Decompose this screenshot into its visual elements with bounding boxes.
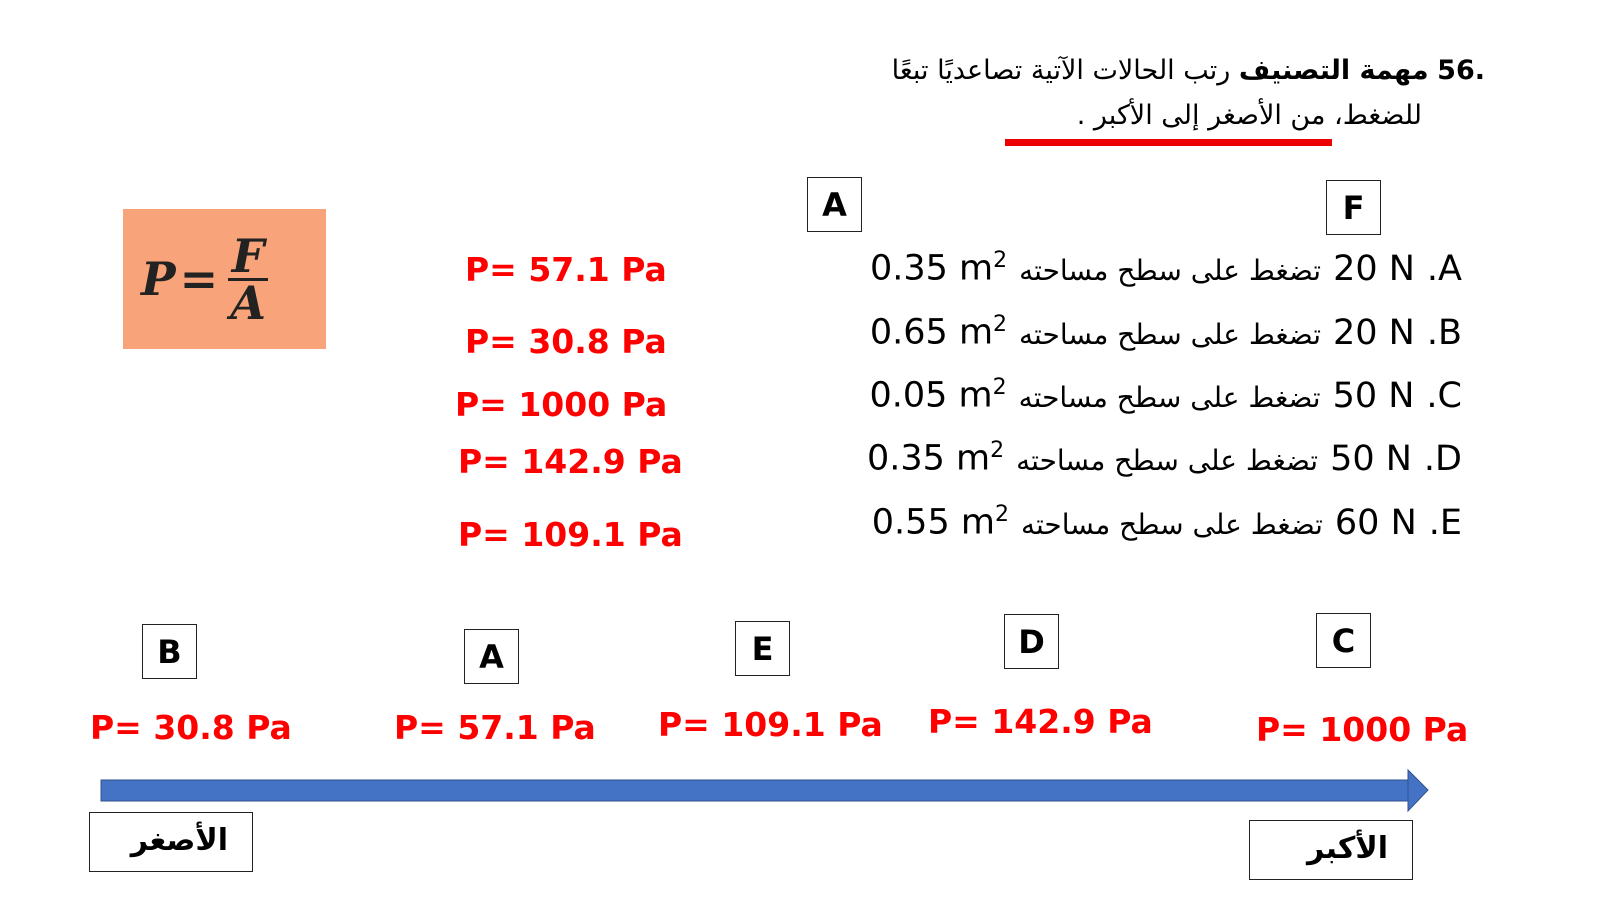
largest-label: الأكبر xyxy=(1249,820,1413,880)
pressure-b: P= 30.8 Pa xyxy=(465,322,667,361)
case-text: تضغط على سطح مساحته xyxy=(1016,443,1319,477)
case-a: 0.35 m2 تضغط على سطح مساحته 20 N .A xyxy=(870,248,1462,289)
exponent: 2 xyxy=(992,375,1007,400)
smallest-label: الأصغر xyxy=(89,812,253,872)
instruction-underlined: من الأصغر إلى الأكبر . xyxy=(1076,100,1326,131)
pressure-e: P= 109.1 Pa xyxy=(458,515,683,554)
instruction-text-2: للضغط، xyxy=(1334,100,1422,131)
order-pressure-2: P= 57.1 Pa xyxy=(394,708,596,747)
formula-f: F xyxy=(231,228,265,283)
exponent: 2 xyxy=(993,312,1008,337)
force: 50 N xyxy=(1330,438,1412,479)
red-underline xyxy=(1005,139,1332,146)
case-c: 0.05 m2 تضغط على سطح مساحته 50 N .C xyxy=(869,375,1462,416)
order-box-3: E xyxy=(735,621,790,676)
task-title: مهمة التصنيف xyxy=(1238,55,1429,86)
order-pressure-4: P= 142.9 Pa xyxy=(928,702,1153,741)
pressure-a: P= 57.1 Pa xyxy=(465,250,667,289)
answer-box-a: A xyxy=(807,177,862,232)
exponent: 2 xyxy=(993,248,1008,273)
order-box-4: D xyxy=(1004,614,1059,669)
force: 20 N xyxy=(1333,312,1415,353)
formula-eq: = xyxy=(179,252,219,306)
case-text: تضغط على سطح مساحته xyxy=(1019,253,1322,287)
fraction-bar xyxy=(228,277,269,281)
answer-box-f: F xyxy=(1326,180,1381,235)
pressure-d: P= 142.9 Pa xyxy=(458,442,683,481)
order-pressure-5: P= 1000 Pa xyxy=(1256,710,1469,749)
case-e: 0.55 m2 تضغط على سطح مساحته 60 N .E xyxy=(872,502,1462,543)
force: 20 N xyxy=(1333,248,1415,289)
arrow-shaft xyxy=(100,779,1412,802)
question-line-2: للضغط، من الأصغر إلى الأكبر . xyxy=(1077,100,1422,131)
case-letter: .C xyxy=(1426,375,1462,416)
exponent: 2 xyxy=(990,438,1005,463)
force: 50 N xyxy=(1332,375,1415,416)
order-box-5: C xyxy=(1316,613,1371,668)
area: 0.35 m xyxy=(869,248,994,289)
area: 0.65 m xyxy=(869,312,994,353)
formula-a: A xyxy=(230,275,266,330)
case-b: 0.65 m2 تضغط على سطح مساحته 20 N .B xyxy=(870,312,1462,353)
case-text: تضغط على سطح مساحته xyxy=(1018,380,1321,414)
area: 0.35 m xyxy=(866,438,991,479)
case-text: تضغط على سطح مساحته xyxy=(1019,317,1322,351)
arrow-head xyxy=(1407,768,1429,813)
formula-p: P xyxy=(141,252,176,306)
order-box-2: A xyxy=(464,629,519,684)
case-letter: .E xyxy=(1428,502,1462,543)
area: 0.55 m xyxy=(871,502,995,543)
question-line-1: .56 مهمة التصنيف رتب الحالات الآتية تصاع… xyxy=(892,55,1485,86)
area: 0.05 m xyxy=(869,375,993,416)
pressure-c: P= 1000 Pa xyxy=(455,385,668,424)
force: 60 N xyxy=(1334,502,1417,543)
case-letter: .B xyxy=(1426,312,1462,353)
order-pressure-3: P= 109.1 Pa xyxy=(658,705,883,744)
order-box-1: B xyxy=(142,624,197,679)
case-letter: .A xyxy=(1426,248,1462,289)
instruction-text: رتب الحالات الآتية تصاعديًا تبعًا xyxy=(891,55,1231,86)
case-d: 0.35 m2 تضغط على سطح مساحته 50 N .D xyxy=(867,438,1462,479)
case-letter: .D xyxy=(1423,438,1462,479)
case-text: تضغط على سطح مساحته xyxy=(1020,507,1323,541)
order-pressure-1: P= 30.8 Pa xyxy=(90,708,292,747)
exponent: 2 xyxy=(994,502,1009,527)
question-number: .56 xyxy=(1437,55,1485,86)
